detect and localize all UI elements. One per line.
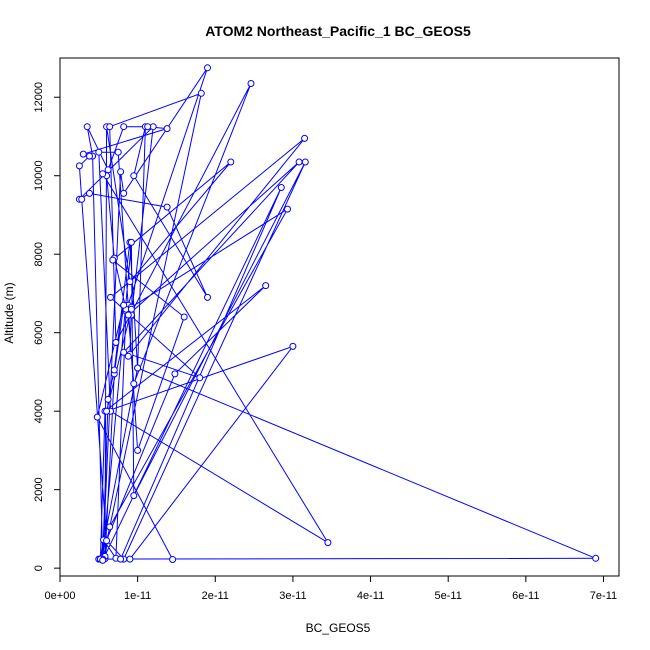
data-point: [169, 556, 177, 563]
data-point: [130, 492, 138, 500]
data-point: [75, 162, 83, 170]
data-point: [197, 89, 205, 97]
data-point: [295, 158, 303, 166]
data-point: [180, 313, 188, 321]
data-point: [204, 293, 211, 301]
x-tick-label: 1e-11: [124, 590, 151, 602]
data-point: [78, 195, 86, 203]
y-tick-label: 4000: [33, 399, 45, 423]
x-tick-label: 0e+00: [45, 590, 76, 602]
y-axis-label: Altitude (m): [2, 282, 16, 343]
data-point: [126, 555, 134, 563]
y-axis: 0 2000 4000 6000 8000 10000 12000: [33, 82, 61, 571]
data-point: [124, 352, 132, 360]
y-tick-label: 12000: [33, 82, 45, 113]
data-point: [86, 152, 93, 160]
data-point: [144, 123, 152, 131]
data-point: [104, 166, 112, 174]
x-axis-label: BC_GEOS5: [306, 621, 371, 635]
x-tick-label: 5e-11: [435, 590, 462, 602]
data-point: [120, 123, 128, 131]
data-point: [130, 380, 138, 388]
data-point: [204, 64, 211, 72]
data-point: [79, 150, 87, 158]
data-point: [130, 172, 138, 180]
data-point: [95, 148, 103, 156]
data-point: [127, 238, 135, 246]
data-point: [117, 555, 125, 563]
data-point: [86, 189, 93, 197]
data-point: [109, 256, 117, 264]
y-tick-label: 10000: [33, 160, 45, 191]
data-point: [301, 158, 309, 166]
data-point: [284, 205, 291, 213]
data-point: [120, 301, 128, 309]
data-point: [134, 364, 142, 372]
data-point: [120, 348, 128, 356]
data-point: [196, 374, 204, 382]
data-point: [301, 134, 309, 142]
data-point: [262, 282, 270, 290]
data-point: [289, 342, 297, 350]
data-point: [163, 125, 171, 133]
data-point: [99, 170, 107, 178]
data-point: [103, 407, 111, 415]
data-point: [163, 203, 171, 211]
data-point: [83, 123, 91, 131]
data-point: [171, 370, 179, 378]
x-axis: 0e+00 1e-11 2e-11 3e-11 4e-11 5e-11 6e-11 7e-11: [45, 575, 617, 602]
data-point: [117, 168, 125, 176]
data-point: [93, 413, 101, 421]
y-tick-label: 2000: [33, 477, 45, 501]
data-point: [104, 395, 112, 403]
data-point: [126, 278, 134, 286]
data-point: [134, 446, 142, 454]
data-point: [107, 293, 114, 301]
data-point: [114, 148, 122, 156]
data-point: [324, 539, 332, 547]
x-tick-label: 3e-11: [279, 590, 306, 602]
x-tick-label: 2e-11: [202, 590, 229, 602]
data-point: [277, 184, 285, 191]
data-point: [124, 311, 132, 319]
chart-title: ATOM2 Northeast_Pacific_1 BC_GEOS5: [205, 23, 471, 39]
data-point: [227, 158, 235, 166]
data-point: [106, 523, 114, 531]
y-tick-label: 6000: [33, 320, 45, 344]
x-tick-label: 6e-11: [512, 590, 539, 602]
data-point: [120, 189, 128, 197]
data-point: [106, 123, 114, 131]
data-point: [110, 366, 118, 374]
data-point: [103, 537, 111, 545]
data-point: [112, 339, 120, 346]
data-point: [592, 554, 600, 562]
series-layer: [75, 64, 600, 564]
x-tick-label: 4e-11: [357, 590, 384, 602]
data-point: [99, 556, 107, 564]
y-tick-label: 0: [33, 565, 45, 571]
y-tick-label: 8000: [33, 242, 45, 266]
x-tick-label: 7e-11: [590, 590, 617, 602]
data-point: [127, 305, 135, 313]
data-point: [247, 80, 255, 87]
